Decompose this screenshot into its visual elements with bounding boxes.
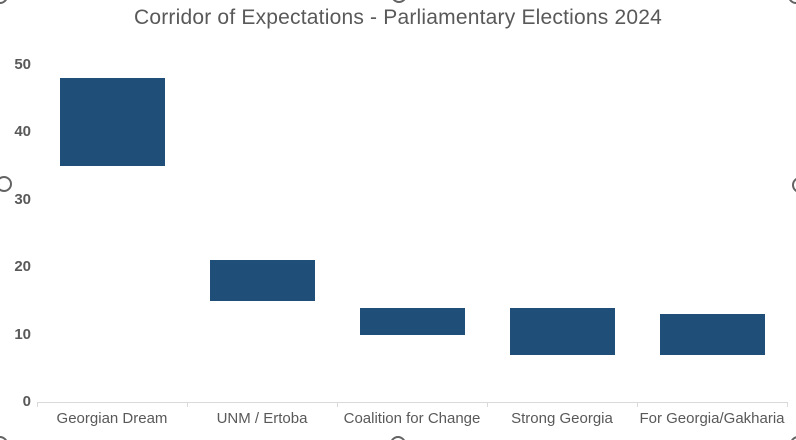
y-tick-label: 0 [22, 393, 31, 410]
y-tick-label: 20 [14, 258, 31, 276]
x-axis-line [37, 402, 788, 403]
x-tick-mark [37, 402, 38, 407]
y-tick-label: 50 [14, 56, 31, 73]
range-bar-4[interactable] [509, 307, 615, 355]
category-label: Georgian Dream [56, 410, 168, 427]
category-label: Coalition for Change [343, 410, 481, 427]
selection-handle-top-left[interactable] [0, 0, 8, 4]
selection-handle-top-center[interactable] [391, 0, 407, 3]
category-label: UNM / Ertoba [216, 410, 308, 427]
category-label: Strong Georgia [511, 410, 613, 427]
y-tick-label: 10 [14, 325, 31, 343]
selection-handle-bottom-center[interactable] [390, 436, 406, 440]
category-label: For Georgia/Gakharia [639, 410, 785, 427]
range-bar-5[interactable] [659, 314, 765, 355]
range-bar-2[interactable] [209, 260, 315, 301]
selection-handle-bottom-right[interactable] [790, 436, 796, 440]
y-tick-label: 40 [14, 123, 31, 141]
y-tick-label: 30 [14, 190, 31, 208]
selection-handle-top-right[interactable] [788, 0, 796, 4]
chart-title: Corridor of Expectations - Parliamentary… [133, 6, 663, 29]
x-tick-mark [487, 402, 488, 407]
x-tick-mark [787, 402, 788, 407]
range-bar-1[interactable] [59, 78, 165, 167]
range-bar-3[interactable] [359, 307, 465, 335]
selection-handle-middle-left[interactable] [0, 176, 12, 192]
x-tick-mark [637, 402, 638, 407]
selection-handle-bottom-left[interactable] [0, 436, 8, 440]
x-tick-mark [187, 402, 188, 407]
selection-handle-middle-right[interactable] [792, 177, 796, 193]
x-tick-mark [337, 402, 338, 407]
